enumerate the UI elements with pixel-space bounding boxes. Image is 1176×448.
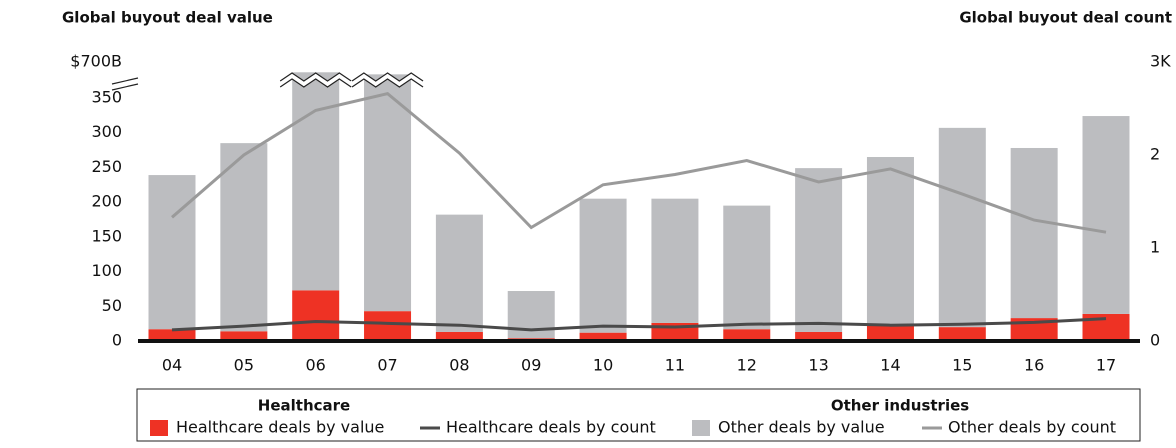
legend-label: Healthcare deals by value bbox=[176, 418, 384, 437]
y2-tick-label: 3K bbox=[1150, 52, 1171, 71]
legend-group: Other industries bbox=[831, 397, 969, 415]
x-tick-label: 06 bbox=[306, 356, 326, 375]
x-tick-label: 09 bbox=[521, 356, 541, 375]
x-tick-label: 08 bbox=[449, 356, 469, 375]
x-tick-label: 04 bbox=[162, 356, 182, 375]
bar-break bbox=[279, 78, 352, 88]
y-tick-label: 150 bbox=[91, 226, 122, 245]
x-tick-label: 13 bbox=[808, 356, 828, 375]
bar bbox=[292, 290, 340, 341]
line bbox=[171, 91, 1107, 234]
x-tick-label: 05 bbox=[234, 356, 254, 375]
bar bbox=[866, 324, 914, 341]
bar bbox=[866, 157, 914, 325]
bar bbox=[938, 127, 986, 328]
bar bbox=[148, 175, 196, 330]
x-tick-label: 15 bbox=[952, 356, 972, 375]
bar-break bbox=[351, 78, 424, 88]
bar bbox=[292, 72, 340, 291]
x-tick-label: 07 bbox=[377, 356, 397, 375]
y2-tick-label: 1 bbox=[1150, 238, 1160, 257]
bar bbox=[938, 327, 986, 341]
y2-tick-label: 2 bbox=[1150, 145, 1160, 164]
bar bbox=[795, 168, 843, 332]
x-tick-label: 17 bbox=[1096, 356, 1116, 375]
x-tick-label: 11 bbox=[665, 356, 685, 375]
y-tick-label: 200 bbox=[91, 192, 122, 211]
legend-label: Other deals by count bbox=[948, 418, 1116, 437]
y-tick-label: 100 bbox=[91, 261, 122, 280]
chart-title: Global buyout deal value bbox=[62, 9, 273, 27]
legend-box bbox=[136, 388, 1141, 442]
bar bbox=[435, 331, 483, 341]
y-tick-label: 50 bbox=[102, 296, 122, 315]
bar bbox=[651, 198, 699, 323]
legend-group: Healthcare bbox=[258, 397, 350, 415]
bar bbox=[723, 329, 771, 341]
bar bbox=[723, 205, 771, 330]
bar bbox=[435, 214, 483, 332]
bar-break-gap bbox=[278, 72, 353, 88]
bar-break-gap bbox=[350, 72, 425, 88]
y-tick-label: $700B bbox=[70, 52, 122, 71]
x-tick-label: 14 bbox=[880, 356, 900, 375]
y2-tick-label: 0 bbox=[1150, 331, 1160, 350]
bar-break bbox=[279, 72, 352, 82]
x-tick-label: 12 bbox=[737, 356, 757, 375]
legend-swatch bbox=[692, 420, 710, 436]
bar-break bbox=[351, 72, 424, 82]
y2-title: Global buyout deal count bbox=[959, 9, 1172, 27]
bar bbox=[364, 311, 412, 341]
legend-label: Healthcare deals by count bbox=[446, 418, 656, 437]
line bbox=[171, 317, 1107, 332]
bar bbox=[1082, 116, 1130, 314]
bar bbox=[795, 331, 843, 341]
bar bbox=[579, 198, 627, 333]
x-tick-label: 16 bbox=[1024, 356, 1044, 375]
bar bbox=[148, 329, 196, 341]
y-tick-label: 300 bbox=[91, 122, 122, 141]
axis-break bbox=[111, 77, 139, 91]
legend-swatch bbox=[150, 420, 168, 436]
bar bbox=[579, 332, 627, 341]
legend-label: Other deals by value bbox=[718, 418, 885, 437]
x-tick-label: 10 bbox=[593, 356, 613, 375]
y-tick-label: 0 bbox=[112, 331, 122, 350]
bar bbox=[364, 74, 412, 312]
bar bbox=[220, 143, 268, 332]
bar bbox=[1082, 313, 1130, 341]
bar bbox=[220, 331, 268, 341]
y-tick-label: 250 bbox=[91, 157, 122, 176]
bar bbox=[1010, 147, 1058, 319]
y-tick-label: 350 bbox=[91, 88, 122, 107]
